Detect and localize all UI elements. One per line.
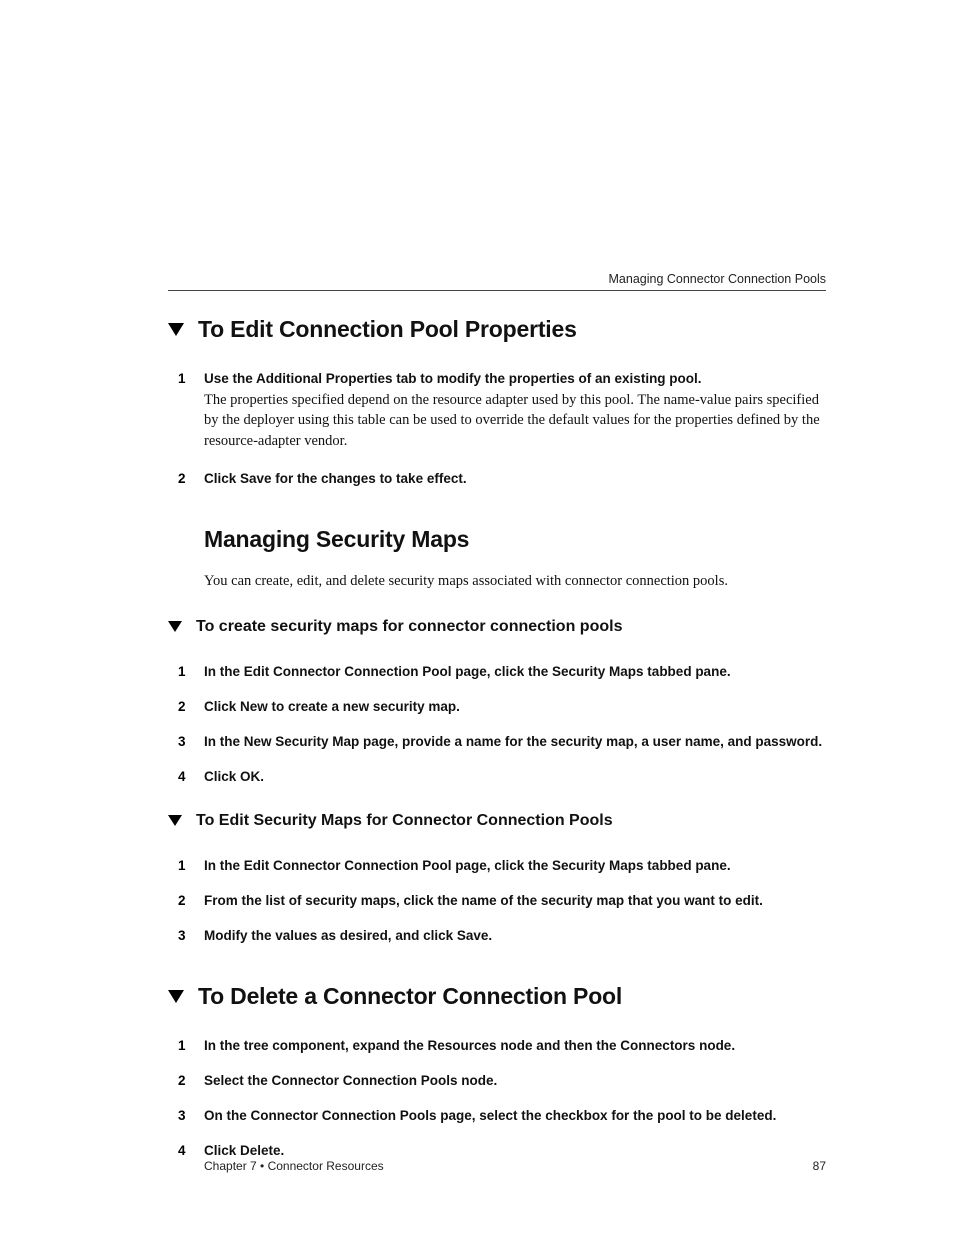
step-number: 3 — [178, 1108, 204, 1123]
heading-text: To Edit Connection Pool Properties — [198, 316, 577, 343]
step-paragraph: The properties specified depend on the r… — [204, 390, 826, 451]
subsection-heading: To create security maps for connector co… — [168, 618, 826, 636]
step-number: 2 — [178, 471, 204, 486]
heading-text: To Edit Security Maps for Connector Conn… — [196, 812, 613, 830]
triangle-down-icon — [168, 621, 182, 632]
step: 2Click New to create a new security map. — [178, 699, 826, 714]
section-intro: You can create, edit, and delete securit… — [204, 573, 826, 590]
step: 1In the Edit Connector Connection Pool p… — [178, 664, 826, 679]
subsection-heading: To Edit Security Maps for Connector Conn… — [168, 812, 826, 830]
heading-text: To Delete a Connector Connection Pool — [198, 983, 622, 1010]
step: 2From the list of security maps, click t… — [178, 893, 826, 908]
header-rule — [168, 290, 826, 291]
step-title: In the Edit Connector Connection Pool pa… — [204, 664, 826, 679]
step-title: In the Edit Connector Connection Pool pa… — [204, 858, 826, 873]
step: 2Click Save for the changes to take effe… — [178, 471, 826, 486]
step-title: Use the Additional Properties tab to mod… — [204, 371, 826, 386]
step: 1In the Edit Connector Connection Pool p… — [178, 858, 826, 873]
step-number: 2 — [178, 1073, 204, 1088]
step: 3On the Connector Connection Pools page,… — [178, 1108, 826, 1123]
step-number: 2 — [178, 699, 204, 714]
step-number: 3 — [178, 928, 204, 943]
triangle-down-icon — [168, 990, 184, 1003]
step-number: 1 — [178, 664, 204, 679]
step-title: Modify the values as desired, and click … — [204, 928, 826, 943]
triangle-down-icon — [168, 815, 182, 826]
step: 1In the tree component, expand the Resou… — [178, 1038, 826, 1053]
step-title: In the New Security Map page, provide a … — [204, 734, 826, 749]
step-number: 1 — [178, 371, 204, 451]
heading-text: To create security maps for connector co… — [196, 618, 622, 636]
running-header: Managing Connector Connection Pools — [609, 272, 827, 286]
step-title: Click New to create a new security map. — [204, 699, 826, 714]
step-title: On the Connector Connection Pools page, … — [204, 1108, 826, 1123]
step: 4Click OK. — [178, 769, 826, 784]
step: 3Modify the values as desired, and click… — [178, 928, 826, 943]
section-heading: To Edit Connection Pool Properties — [168, 316, 826, 343]
step: 3In the New Security Map page, provide a… — [178, 734, 826, 749]
footer-chapter: Chapter 7 • Connector Resources — [204, 1159, 384, 1173]
step: 2Select the Connector Connection Pools n… — [178, 1073, 826, 1088]
step: 1Use the Additional Properties tab to mo… — [178, 371, 826, 451]
page-content: To Edit Connection Pool Properties1Use t… — [168, 316, 826, 1158]
page-footer: Chapter 7 • Connector Resources 87 — [204, 1159, 826, 1173]
footer-page-number: 87 — [813, 1159, 826, 1173]
step-number: 4 — [178, 769, 204, 784]
step-number: 1 — [178, 858, 204, 873]
section-heading: To Delete a Connector Connection Pool — [168, 983, 826, 1010]
step-number: 2 — [178, 893, 204, 908]
step-title: Click OK. — [204, 769, 826, 784]
step-number: 3 — [178, 734, 204, 749]
step-title: In the tree component, expand the Resour… — [204, 1038, 826, 1053]
step: 4Click Delete. — [178, 1143, 826, 1158]
step-title: Select the Connector Connection Pools no… — [204, 1073, 826, 1088]
step-title: From the list of security maps, click th… — [204, 893, 826, 908]
step-title: Click Delete. — [204, 1143, 826, 1158]
step-number: 4 — [178, 1143, 204, 1158]
triangle-down-icon — [168, 323, 184, 336]
step-number: 1 — [178, 1038, 204, 1053]
step-title: Click Save for the changes to take effec… — [204, 471, 826, 486]
section-heading: Managing Security Maps — [204, 526, 826, 553]
